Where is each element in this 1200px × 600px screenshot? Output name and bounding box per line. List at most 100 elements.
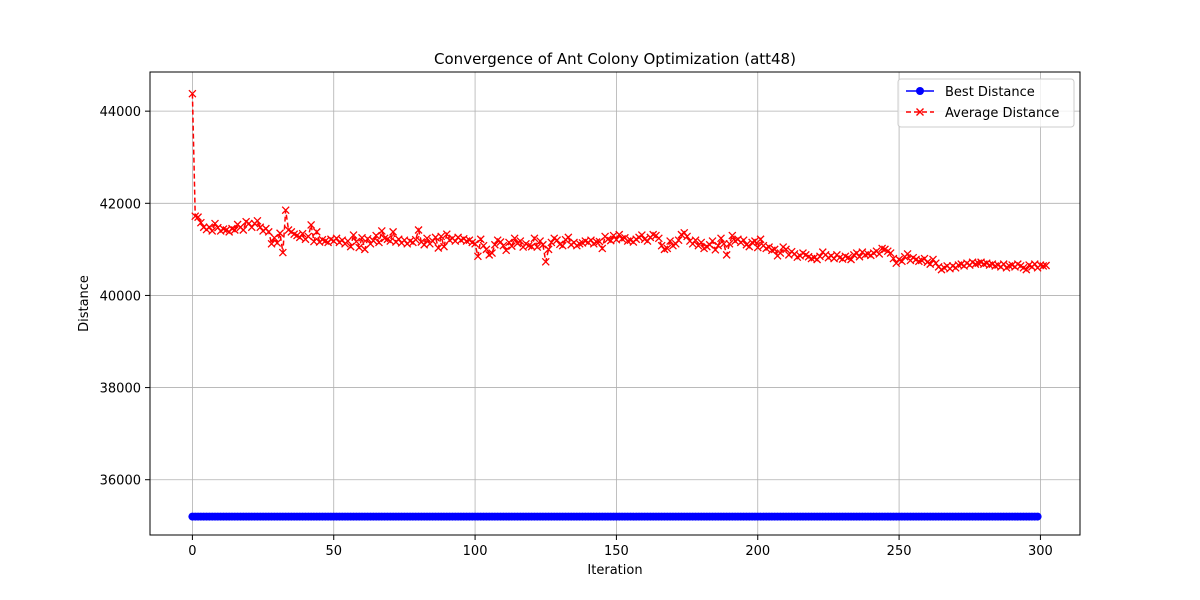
best-distance-point [1033, 512, 1042, 521]
x-tick-label: 300 [1028, 544, 1053, 559]
x-tick-label: 50 [325, 544, 342, 559]
average-distance-point [298, 229, 307, 238]
average-distance-point [728, 231, 737, 240]
average-distance-point [307, 220, 316, 229]
average-distance-point [717, 234, 725, 243]
average-distance-point [208, 226, 217, 235]
x-tick-label: 250 [887, 544, 912, 559]
average-distance-point [349, 231, 358, 240]
average-distance-point [711, 245, 720, 254]
average-distance-point [281, 206, 290, 215]
x-tick-label: 100 [463, 544, 488, 559]
average-distance-point [363, 234, 372, 243]
y-tick-label: 40000 [100, 289, 141, 304]
average-distance-point [1042, 261, 1051, 270]
average-distance-point [558, 241, 567, 250]
average-distance-point [756, 235, 765, 244]
x-tick-label: 0 [188, 544, 196, 559]
average-distance-point [697, 238, 706, 247]
legend: Best Distance Average Distance [897, 78, 1075, 128]
average-distance-point [516, 237, 525, 246]
average-distance-point [476, 235, 485, 244]
average-distance-point [725, 239, 734, 248]
average-distance-point [1039, 261, 1048, 270]
average-distance-point [815, 252, 824, 261]
average-distance-point [507, 242, 516, 251]
average-distance-point [375, 238, 383, 247]
average-distance-point [471, 239, 480, 248]
average-distance-point [442, 230, 451, 239]
average-distance-point [538, 240, 547, 249]
average-distance-point [722, 250, 731, 259]
average-distance-point [188, 89, 197, 98]
average-distance-point [352, 237, 361, 246]
average-distance-point [666, 237, 675, 246]
legend-label-average: Average Distance [945, 106, 1059, 121]
average-distance-point [434, 244, 443, 252]
average-distance-point [739, 236, 748, 245]
average-distance-point [278, 248, 287, 257]
average-distance-point [886, 249, 895, 258]
y-axis-label: Distance [77, 275, 92, 332]
average-distance-point [482, 245, 491, 254]
average-distance-point [541, 257, 550, 266]
average-distance-point [530, 234, 539, 243]
average-distance-point [312, 227, 321, 236]
average-distance-point [473, 252, 482, 261]
average-distance-point [502, 246, 511, 255]
series-layer [188, 89, 1051, 521]
legend-label-best: Best Distance [945, 85, 1035, 100]
average-distance-point [239, 226, 248, 234]
average-distance-point [691, 236, 700, 245]
average-distance-point [490, 240, 499, 249]
average-distance-point [683, 232, 692, 241]
legend-marker-best [916, 87, 924, 95]
average-distance-point [903, 250, 912, 258]
legend-marker-average [916, 108, 924, 116]
grid [150, 72, 1080, 535]
average-distance-point [510, 234, 519, 243]
x-axis-label: Iteration [587, 563, 642, 578]
average-distance-point [253, 216, 262, 225]
average-distance-point [544, 245, 553, 254]
average-distance-point [1022, 265, 1031, 274]
average-distance-point [273, 238, 282, 247]
average-distance-point [369, 236, 378, 245]
average-distance-point [782, 245, 790, 254]
average-distance-point [499, 241, 508, 250]
average-distance-point [270, 233, 279, 242]
average-distance-point [488, 249, 496, 258]
chart-title: Convergence of Ant Colony Optimization (… [434, 50, 796, 68]
average-distance-point [437, 232, 446, 241]
average-distance-point [719, 239, 728, 248]
average-distance-point [372, 231, 381, 240]
average-distance-point [355, 243, 364, 252]
legend-box [897, 78, 1075, 128]
x-tick-label: 200 [745, 544, 770, 559]
average-distance-point [196, 218, 205, 227]
average-distance-point [674, 236, 683, 245]
average-distance-point [389, 227, 398, 236]
x-tick-label: 150 [604, 544, 629, 559]
average-distance-point [414, 226, 423, 234]
average-distance-point [423, 234, 431, 243]
average-distance-point [211, 219, 219, 228]
average-distance-point [714, 241, 723, 250]
average-distance-point [276, 229, 284, 238]
average-distance-point [332, 234, 341, 243]
average-distance-point [708, 237, 717, 246]
y-tick-label: 38000 [100, 382, 141, 397]
average-distance-point [855, 252, 864, 261]
average-distance-point [194, 213, 203, 222]
average-distance-point [770, 245, 779, 254]
plot-frame [149, 71, 1081, 536]
average-distance-point [440, 242, 448, 251]
average-distance-point [750, 237, 759, 246]
average-distance-point [776, 249, 785, 258]
y-tick-label: 36000 [100, 474, 141, 489]
average-distance-point [615, 230, 624, 239]
average-distance-point [547, 238, 556, 247]
average-distance-point [875, 250, 884, 258]
average-distance-point [411, 235, 420, 244]
